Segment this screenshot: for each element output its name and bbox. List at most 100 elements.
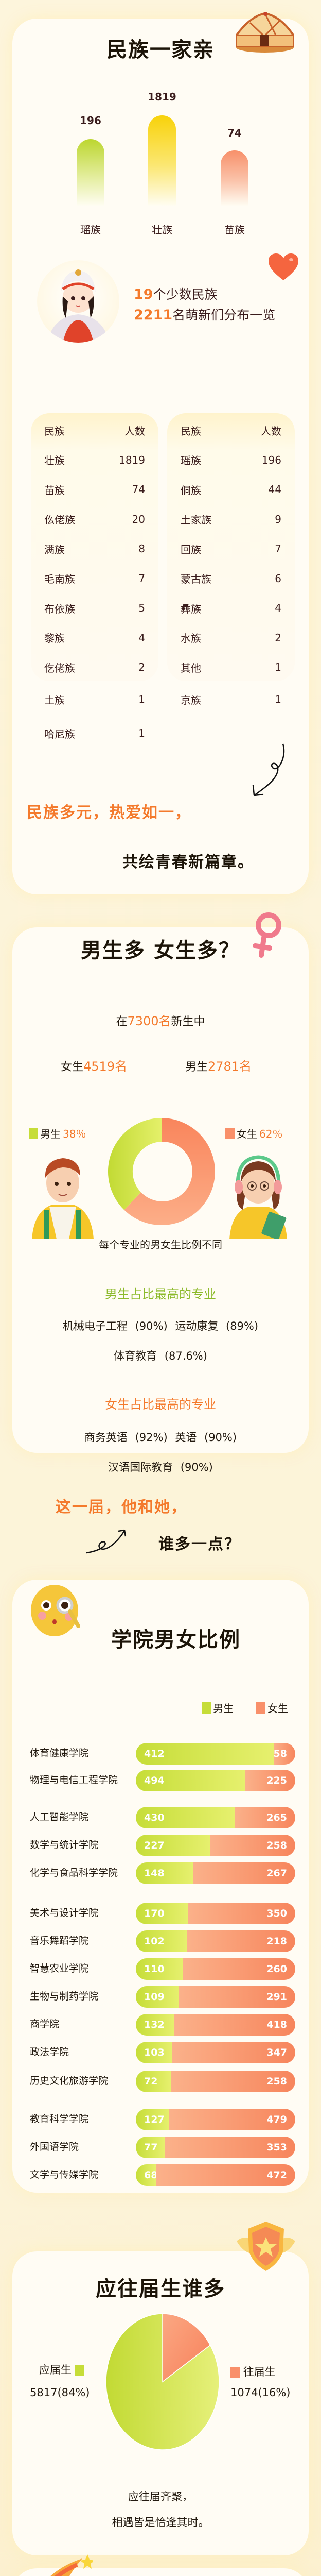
- college-row: 文学与传媒学院 68 472: [30, 2160, 297, 2191]
- fresh-swatch: [75, 2365, 84, 2376]
- male-segment: 102: [136, 1930, 187, 1952]
- fresh-label: 应届生: [39, 2362, 84, 2377]
- table-header: 民族 人数: [44, 425, 145, 437]
- female-segment: 350: [188, 1903, 295, 1924]
- summary-student-count: 2211名萌新们分布一览: [134, 307, 276, 323]
- bar-label-yao: 瑶族: [80, 224, 101, 236]
- table-row: 瑶族 196: [181, 453, 281, 467]
- table-row: 哈尼族 1: [44, 727, 145, 740]
- male-student-illustration: [32, 1158, 94, 1239]
- female-segment: 353: [164, 2137, 295, 2158]
- table-row: 其他 1: [181, 661, 281, 674]
- squiggle-arrow-icon: [86, 1529, 127, 1554]
- gender-donut-chart: [108, 1118, 215, 1225]
- female-segment: 418: [174, 2014, 295, 2036]
- college-row: 商学院 132 418: [30, 2009, 297, 2040]
- table-row: 毛南族 7: [44, 572, 145, 586]
- college-stacked-bar: 110 260: [136, 1958, 295, 1980]
- female-segment: 260: [183, 1958, 295, 1980]
- college-legend-female: 女生: [256, 1700, 288, 1715]
- legend-female-swatch: [225, 1127, 235, 1139]
- table-row: 仫佬族 20: [44, 513, 145, 527]
- fresh-caption-line2: 相遇皆是恰逢其时。: [112, 2516, 209, 2529]
- college-legend-male: 男生: [202, 1700, 234, 1715]
- previous-swatch: [230, 2367, 240, 2378]
- college-stacked-bar: 227 258: [136, 1835, 295, 1856]
- bar-miao: [221, 150, 248, 206]
- previous-value: 1074(16%): [230, 2386, 291, 2399]
- female-segment: 258: [170, 2071, 295, 2092]
- college-stacked-bar: 430 265: [136, 1807, 295, 1828]
- female-segment: 58: [273, 1743, 295, 1765]
- female-segment: 347: [172, 2042, 295, 2063]
- college-row: 智慧农业学院 110 260: [30, 1954, 297, 1985]
- male-major-line1: 机械电子工程 (90%) 运动康复 (89%): [62, 1320, 259, 1332]
- college-stacked-bar: 102 218: [136, 1930, 295, 1952]
- college-name: 化学与食品科学学院: [30, 1867, 118, 1879]
- table-row: 京族 1: [181, 693, 281, 706]
- table-row: 土家族 9: [181, 513, 281, 527]
- fresh-section-title: 应往届生谁多: [0, 2271, 321, 2303]
- bar-label-zhuang: 壮族: [152, 224, 172, 236]
- male-major-title: 男生占比最高的专业: [105, 1287, 216, 1301]
- table-row: 蒙古族 6: [181, 572, 281, 586]
- college-name: 生物与制药学院: [30, 1991, 99, 2003]
- gender-section-title: 男生多 女生多？: [0, 933, 321, 964]
- college-row: 人工智能学院 430 265: [30, 1802, 297, 1833]
- table-row: 苗族 74: [44, 483, 145, 497]
- college-name: 外国语学院: [30, 2141, 79, 2153]
- female-symbol-icon: [253, 912, 281, 958]
- college-name: 体育健康学院: [30, 1748, 89, 1759]
- female-major-line1: 商务英语 (92%) 英语 (90%): [84, 1431, 237, 1444]
- male-segment: 227: [136, 1835, 211, 1856]
- college-name: 历史文化旅游学院: [30, 2075, 109, 2087]
- female-segment: 265: [234, 1807, 295, 1828]
- shooting-star-icon: [50, 2554, 93, 2576]
- college-section-title: 学院男女比例: [31, 1622, 321, 1654]
- male-segment: 72: [136, 2071, 171, 2092]
- bar-yao: [77, 139, 104, 206]
- ethnic-slogan-line1: 民族多元，热爱如一，: [27, 804, 191, 822]
- major-intro: 每个专业的男女生比例不同: [99, 1239, 222, 1251]
- college-row: 化学与食品科学学院 148 267: [30, 1858, 297, 1889]
- ethnic-table-right: 民族 人数 瑶族 196 侗族 44 土家族 9 回族 7 蒙古族 6 彝族 4 水族 2 其…: [167, 413, 295, 706]
- summary-ethnic-count: 19个少数民族: [134, 286, 218, 302]
- female-segment: 258: [210, 1835, 295, 1856]
- college-stacked-bar: 72 258: [136, 2071, 295, 2092]
- magnifier-emoji-icon: [31, 1585, 80, 1636]
- college-slogan-line2: 谁多一点？: [158, 1535, 241, 1553]
- female-segment: 267: [192, 1862, 295, 1884]
- college-name: 美术与设计学院: [30, 1907, 99, 1919]
- college-row: 外国语学院 77 353: [30, 2132, 297, 2163]
- college-name: 教育科学学院: [30, 2113, 89, 2125]
- college-name: 音乐舞蹈学院: [30, 1935, 89, 1947]
- bar-label-miao: 苗族: [224, 224, 245, 236]
- male-segment: 170: [136, 1903, 188, 1924]
- female-segment: 291: [179, 1986, 295, 2008]
- male-segment: 68: [136, 2164, 157, 2186]
- table-row: 水族 2: [181, 631, 281, 645]
- college-stacked-bar: 132 418: [136, 2014, 295, 2036]
- fresh-vs-previous-pie-chart: [105, 2313, 220, 2450]
- fresh-value: 5817(84%): [30, 2386, 90, 2399]
- ethnic-slogan-line2: 共绘青春新篇章。: [122, 853, 254, 871]
- table-row: 壮族 1819: [44, 453, 145, 467]
- college-name: 商学院: [30, 2019, 60, 2030]
- yurt-icon: [236, 12, 294, 53]
- heart-icon: [269, 253, 298, 280]
- college-name: 文学与传媒学院: [30, 2169, 99, 2181]
- female-segment: 218: [186, 1930, 295, 1952]
- college-stacked-bar: 103 347: [136, 2042, 295, 2063]
- female-major-line2: 汉语国际教育 (90%): [108, 1461, 213, 1473]
- bar-zhuang: [148, 115, 176, 206]
- male-segment: 110: [136, 1958, 184, 1980]
- bar-value-yao: 196: [80, 114, 101, 127]
- college-stacked-bar: 109 291: [136, 1986, 295, 2008]
- college-name: 物理与电信工程学院: [30, 1774, 118, 1786]
- college-stacked-bar: 148 267: [136, 1862, 295, 1884]
- male-count-text: 男生2781名: [185, 1059, 252, 1074]
- college-stacked-bar: 68 472: [136, 2164, 295, 2186]
- college-row: 历史文化旅游学院 72 258: [30, 2066, 297, 2097]
- college-row: 美术与设计学院 170 350: [30, 1898, 297, 1929]
- table-row: 回族 7: [181, 543, 281, 556]
